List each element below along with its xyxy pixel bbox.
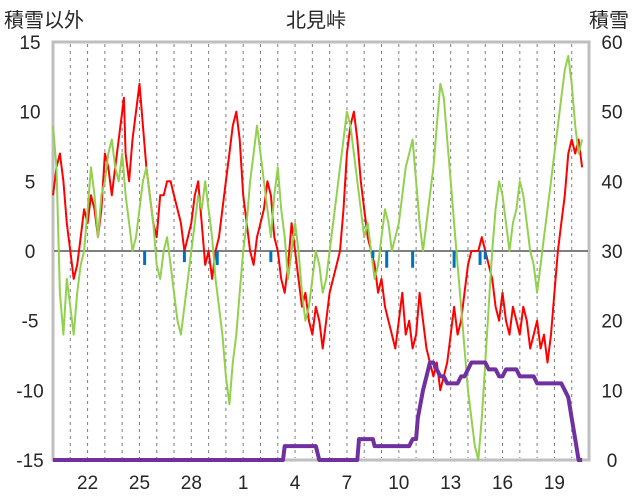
bar-mark xyxy=(385,251,389,268)
bar-mark xyxy=(483,251,487,260)
series-line-2 xyxy=(53,360,583,462)
x-tick-label: 4 xyxy=(290,473,301,494)
right-tick-label: 60 xyxy=(601,33,622,54)
left-tick-label: 5 xyxy=(25,172,36,193)
right-tick-label: 20 xyxy=(601,312,622,333)
chart-title: 北見峠 xyxy=(286,8,346,32)
right-tick-label: 10 xyxy=(601,381,622,402)
x-tick-label: 1 xyxy=(238,473,249,494)
bar-mark xyxy=(371,251,375,258)
x-tick-label: 10 xyxy=(388,473,409,494)
left-tick-label: -10 xyxy=(16,381,43,402)
left-axis-ticks: 15 10 5 0 -5 -10 -15 xyxy=(16,33,43,472)
bar-mark xyxy=(143,251,147,265)
right-tick-label: 0 xyxy=(607,451,618,472)
x-tick-label: 7 xyxy=(342,473,353,494)
right-tick-label: 50 xyxy=(601,103,622,124)
right-axis-ticks: 60 50 40 30 20 10 0 xyxy=(601,33,622,472)
left-tick-label: -15 xyxy=(16,451,43,472)
x-axis-ticks: 22 25 28 1 4 7 10 13 16 19 xyxy=(77,473,565,494)
bar-mark xyxy=(478,251,482,265)
left-tick-label: 15 xyxy=(19,33,40,54)
x-tick-label: 13 xyxy=(440,473,461,494)
left-tick-label: 10 xyxy=(19,103,40,124)
bar-mark xyxy=(269,251,273,263)
series-group xyxy=(52,54,584,462)
left-axis-label: 積雪以外 xyxy=(4,8,84,32)
x-tick-label: 16 xyxy=(492,473,513,494)
x-tick-label: 22 xyxy=(77,473,98,494)
x-tick-label: 19 xyxy=(544,473,565,494)
bar-mark xyxy=(411,251,415,268)
bar-mark xyxy=(215,251,219,265)
right-tick-label: 30 xyxy=(601,242,622,263)
left-tick-label: -5 xyxy=(22,312,39,333)
x-tick-label: 25 xyxy=(129,473,150,494)
series-line-0 xyxy=(52,82,584,392)
left-tick-label: 0 xyxy=(25,242,36,263)
series-line-1 xyxy=(52,54,584,461)
bar-mark xyxy=(452,251,456,268)
right-tick-label: 40 xyxy=(601,172,622,193)
bar-mark xyxy=(182,251,186,263)
right-axis-label: 積雪 xyxy=(589,8,629,32)
x-tick-label: 28 xyxy=(181,473,202,494)
